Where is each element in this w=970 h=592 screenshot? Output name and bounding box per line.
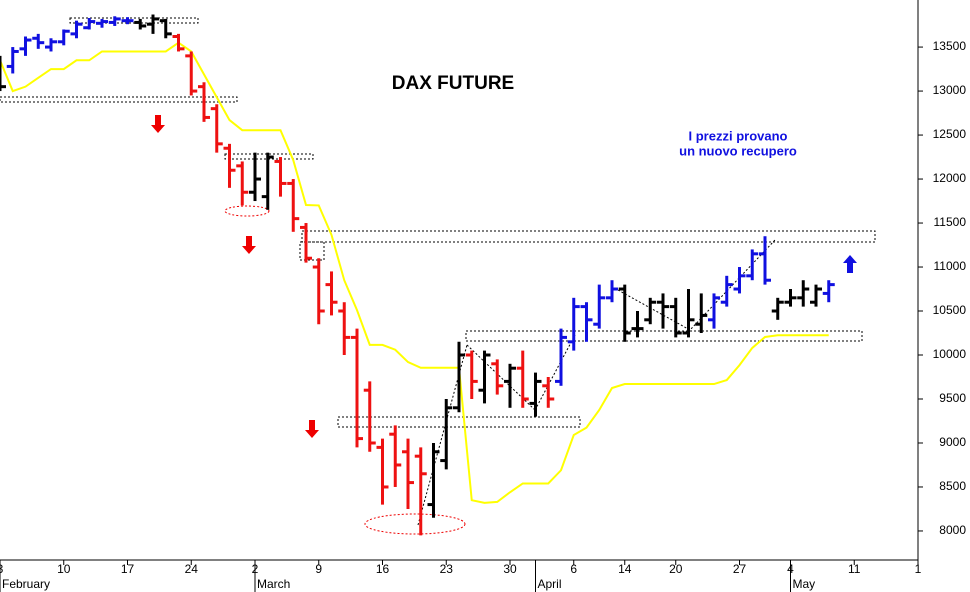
trend-line <box>617 239 776 331</box>
x-tick-label: 14 <box>618 562 632 576</box>
x-tick-label: 27 <box>733 562 747 576</box>
x-tick-label: 17 <box>121 562 135 576</box>
x-tick-label: 3 <box>0 562 4 576</box>
y-tick-label: 9000 <box>939 435 966 449</box>
x-tick-label: 20 <box>669 562 683 576</box>
x-tick-label: 23 <box>440 562 454 576</box>
y-tick-label: 10000 <box>933 347 967 361</box>
x-tick-label: 1 <box>915 562 922 576</box>
level-box <box>337 416 581 428</box>
x-tick-label: 10 <box>57 562 71 576</box>
annotation-text: I prezzi provano <box>689 128 788 143</box>
month-label: February <box>2 577 50 591</box>
trend-line <box>417 344 468 526</box>
y-tick-label: 8500 <box>939 479 966 493</box>
highlight-ellipse <box>224 205 270 217</box>
chart-title: DAX FUTURE <box>392 73 514 94</box>
y-tick-label: 11000 <box>934 259 967 273</box>
gap-box <box>299 241 325 261</box>
down-arrow <box>151 115 165 133</box>
y-tick-label: 9500 <box>939 391 966 405</box>
month-label: March <box>257 577 290 591</box>
up-arrow <box>843 255 857 273</box>
month-label: May <box>793 577 816 591</box>
x-tick-label: 9 <box>315 562 322 576</box>
y-tick-label: 10500 <box>933 303 967 317</box>
x-tick-label: 11 <box>848 562 861 576</box>
x-tick-label: 30 <box>503 562 517 576</box>
y-tick-label: 13000 <box>933 83 967 97</box>
y-tick-label: 13500 <box>933 39 967 53</box>
down-arrow <box>305 420 319 438</box>
stop-line <box>0 41 829 504</box>
level-box <box>465 330 863 342</box>
highlight-ellipse <box>364 513 466 535</box>
x-tick-label: 24 <box>185 562 199 576</box>
y-tick-label: 12000 <box>933 171 967 185</box>
down-arrow <box>242 236 256 254</box>
x-tick-label: 6 <box>570 562 577 576</box>
month-label: April <box>538 577 562 591</box>
y-tick-label: 11500 <box>934 215 967 229</box>
y-tick-label: 12500 <box>933 127 967 141</box>
y-tick-label: 8000 <box>939 523 966 537</box>
level-box <box>69 17 199 24</box>
annotations-layer <box>0 17 876 535</box>
level-box <box>0 96 238 103</box>
annotation-text: un nuovo recupero <box>679 143 797 158</box>
x-tick-label: 16 <box>376 562 390 576</box>
